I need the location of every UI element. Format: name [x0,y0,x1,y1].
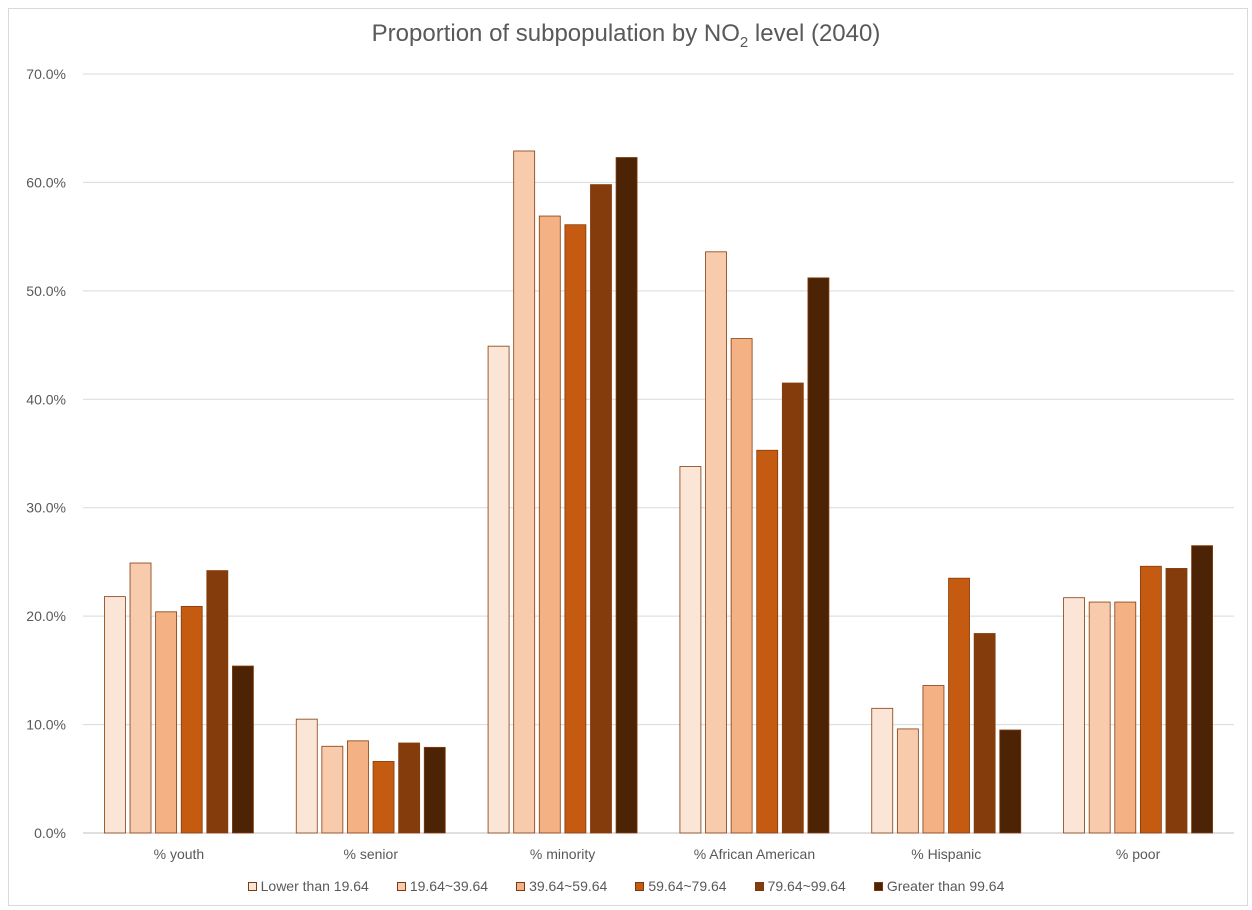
legend-swatch [247,881,257,891]
legend-label: Lower than 19.64 [260,878,369,894]
y-tick-label: 40.0% [26,391,66,407]
legend-label: 39.64~59.64 [529,878,608,894]
bar [513,150,536,834]
bar [206,570,229,834]
bar [948,577,970,834]
bar [1088,601,1111,834]
chart-legend: Lower than 19.64 19.64~39.64 39.64~59.64 59… [0,878,1252,894]
bar [973,633,996,834]
x-tick-label: % youth [154,846,205,862]
bar [1191,545,1213,834]
x-tick-label: % African American [694,846,815,862]
bar [896,728,919,834]
bar [487,345,510,834]
y-tick-label: 10.0% [26,717,66,733]
legend-label: 19.64~39.64 [409,878,489,894]
x-tick-label: % minority [530,846,595,862]
bar [1139,565,1162,834]
bar [295,718,318,834]
x-tick-label: % Hispanic [911,846,981,862]
bar [679,466,702,834]
y-tick-label: 0.0% [34,825,66,841]
bar [1063,597,1085,834]
chart-title-suffix: level (2040) [748,20,881,47]
legend-swatch [635,881,645,891]
legend-item: 39.64~59.64 [516,878,607,894]
y-tick-label: 50.0% [26,283,66,299]
bar [730,338,753,834]
bar [372,761,395,834]
bar [756,449,779,834]
legend-swatch [873,881,883,891]
legend-label: Greater than 99.64 [886,878,1005,894]
legend-swatch [754,881,764,891]
legend-item: Lower than 19.64 [247,878,369,894]
legend-label: 79.64~99.64 [767,878,846,894]
bar [807,277,830,834]
legend-item: 59.64~79.64 [635,878,727,894]
bar [590,184,612,834]
bar [705,251,727,834]
bar [180,605,203,834]
bar [423,746,446,834]
bar [999,729,1022,834]
chart-title-subscript: 2 [739,33,749,51]
y-tick-label: 20.0% [26,608,66,624]
bar [1114,601,1137,834]
legend-item: Greater than 99.64 [873,878,1005,894]
y-tick-label: 70.0% [26,66,66,82]
bar [347,740,369,834]
bar [538,215,561,834]
chart-title: Proportion of subpopulation by NO2 level… [0,20,1252,51]
bar [155,611,178,834]
bar [398,742,421,834]
y-tick-label: 60.0% [26,174,66,190]
legend-swatch [516,881,526,891]
legend-label: 59.64~79.64 [648,878,727,894]
bar [615,157,638,834]
y-tick-label: 30.0% [26,500,66,516]
bar [232,665,254,834]
x-tick-label: % poor [1116,846,1161,862]
chart-title-main: Proportion of subpopulation by NO [371,20,740,47]
bar [781,382,804,834]
legend-item: 19.64~39.64 [396,878,489,894]
legend-item: 79.64~99.64 [754,878,846,894]
bar [104,596,126,834]
legend-swatch [396,881,406,891]
bar [922,685,945,834]
x-tick-label: % senior [344,846,399,862]
bar [871,707,894,834]
bar [564,224,587,834]
bar [1165,568,1188,834]
bar [129,562,152,834]
bar [321,745,344,834]
